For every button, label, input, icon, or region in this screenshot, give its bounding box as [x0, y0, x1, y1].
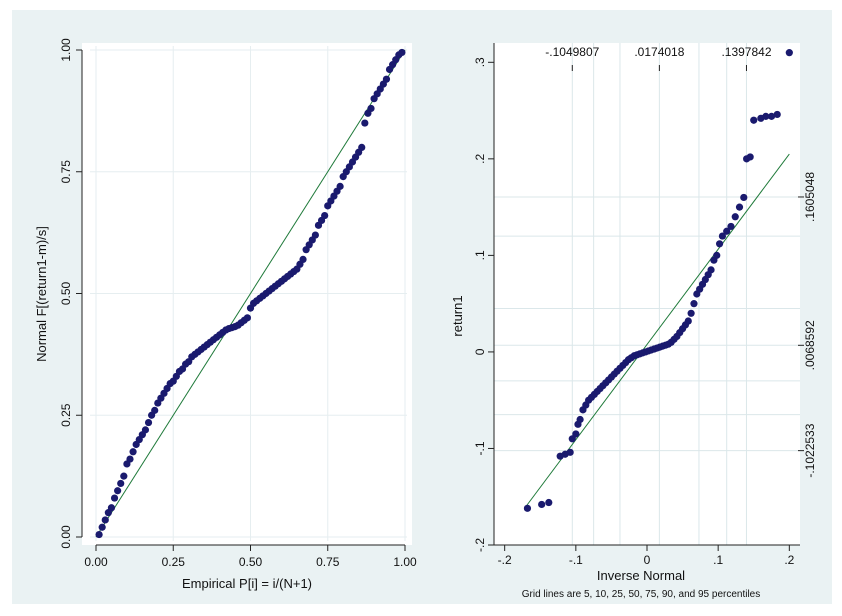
plot2-data-point — [523, 504, 532, 512]
plot2-data-point — [727, 222, 735, 231]
figure-panel: 0.00 0.25 0.50 0.75 1.00 0.00 0.25 0.50 0.75 1.00… — [12, 10, 832, 604]
plot2-y-tick-label: .3 — [473, 57, 487, 67]
plot2-right-tick-label: .0068592 — [803, 320, 817, 370]
plot1-data-point — [382, 75, 391, 83]
plot1-x-axis-label: Empirical P[i] = i/(N+1) — [182, 576, 312, 591]
plot1-reference-line — [95, 49, 406, 538]
plot2-data-point — [785, 49, 793, 57]
plot2-data-point — [576, 415, 584, 424]
plot1-data-point — [110, 494, 119, 502]
plot1-data-point — [144, 418, 153, 427]
plot2-x-tick-label: -.1 — [569, 553, 583, 567]
plot1-data-point — [117, 479, 125, 488]
plot2-data-point — [715, 240, 724, 248]
plot2-top-tick-label: .1397842 — [721, 45, 771, 59]
plot1-data-point — [398, 48, 406, 57]
plot2-data-point — [750, 116, 758, 124]
plot2-data-point — [707, 266, 715, 274]
plot2-data-point — [740, 193, 748, 202]
plot1-y-axis-label: Normal F[(return1-m)/s] — [34, 226, 49, 362]
plot2-x-axis-label: Inverse Normal — [597, 568, 685, 583]
plot1-y-tick-label: 0.25 — [59, 403, 73, 427]
plot2-right-tick-label: .1605048 — [803, 172, 817, 222]
plot1-data-point — [367, 104, 375, 113]
plot1-data-point — [336, 182, 344, 190]
plot2-data-point — [690, 300, 698, 308]
plot1-data-point — [107, 504, 116, 512]
plot2-x-tick-label: .1 — [713, 553, 723, 567]
plot2-data-point — [538, 500, 546, 509]
plot1-x-tick-label: 0.25 — [162, 555, 186, 569]
plot1-data-point — [243, 314, 252, 322]
plot2-y-tick-label: .2 — [473, 154, 487, 164]
plot2-data-point — [572, 430, 580, 438]
plot1-data-point — [358, 143, 366, 151]
quantile-normal-plot: -.2 -.1 0 .1 .2 .3 -.2 -.1 0 .1 .2 -.1049807 .017401… — [450, 43, 817, 600]
plot2-data-point — [687, 309, 695, 317]
plot1-data-point — [95, 530, 103, 539]
plot2-grid-note: Grid lines are 5, 10, 25, 50, 75, 90, an… — [522, 589, 761, 600]
plot2-data-point — [773, 110, 781, 119]
probability-plot: 0.00 0.25 0.50 0.75 1.00 0.00 0.25 0.50 0.75 1.00… — [34, 38, 417, 591]
plot1-data-point — [311, 231, 319, 239]
plot1-data-point — [141, 426, 150, 434]
plot2-axes: -.2 -.1 0 .1 .2 .3 -.2 -.1 0 .1 .2 -.1049807 .017401… — [473, 43, 817, 567]
plot1-x-tick-label: 0.00 — [84, 555, 108, 569]
plot1-data-point — [361, 119, 369, 127]
plot1-y-tick-label: 0.75 — [59, 160, 73, 184]
plot1-data-point — [129, 448, 137, 456]
chart-svg: 0.00 0.25 0.50 0.75 1.00 0.00 0.25 0.50 0.75 1.00… — [34, 38, 817, 600]
plot2-data-point — [723, 227, 731, 235]
plot1-y-tick-label: 0.00 — [59, 525, 73, 549]
plot2-data-point — [545, 498, 553, 507]
plot2-x-tick-label: 0 — [644, 553, 651, 567]
plot1-data-point — [151, 406, 159, 414]
plot2-y-tick-label: -.1 — [473, 441, 487, 455]
plot1-data-point — [126, 455, 134, 463]
plot1-x-tick-label: 1.00 — [393, 555, 417, 569]
plot2-data-point — [735, 203, 744, 211]
plot2-y-tick-label: -.2 — [473, 538, 487, 552]
plot2-points — [523, 49, 793, 512]
plot1-y-tick-label: 0.50 — [59, 281, 73, 305]
plot2-data-point — [566, 448, 574, 456]
plot2-x-tick-label: -.2 — [498, 553, 512, 567]
plot1-points — [95, 48, 406, 539]
plot1-grid — [90, 46, 407, 541]
plot1-data-point — [299, 255, 307, 264]
plot1-x-tick-label: 0.75 — [316, 555, 340, 569]
plot2-y-tick-label: 0 — [473, 348, 487, 355]
plot2-y-axis-label: return1 — [450, 295, 465, 336]
plot2-data-point — [713, 251, 721, 259]
plot2-right-tick-label: -.1022533 — [803, 423, 817, 477]
plot2-y-tick-label: .1 — [473, 250, 487, 260]
plot2-top-tick-label: -.1049807 — [545, 45, 599, 59]
plot1-data-point — [321, 211, 329, 220]
plot2-background — [494, 43, 800, 545]
plot2-data-point — [762, 112, 770, 120]
plot1-data-point — [98, 523, 106, 531]
plot1-data-point — [101, 516, 109, 524]
plot2-top-tick-label: .0174018 — [634, 45, 684, 59]
plot2-data-point — [767, 112, 776, 120]
plot2-reference-line — [525, 153, 790, 507]
plot1-data-point — [114, 487, 122, 495]
plot2-data-point — [746, 153, 754, 161]
plot2-x-tick-label: .2 — [784, 553, 794, 567]
plot1-y-tick-label: 1.00 — [59, 38, 73, 62]
plot1-data-point — [120, 472, 128, 480]
plot2-data-point — [731, 213, 739, 221]
plot1-axes: 0.00 0.25 0.50 0.75 1.00 0.00 0.25 0.50 0.75 1.00 — [59, 38, 417, 569]
plot2-data-point — [684, 317, 692, 325]
plot2-grid — [494, 43, 800, 545]
plot1-x-tick-label: 0.50 — [239, 555, 263, 569]
plot2-data-point — [718, 232, 727, 240]
